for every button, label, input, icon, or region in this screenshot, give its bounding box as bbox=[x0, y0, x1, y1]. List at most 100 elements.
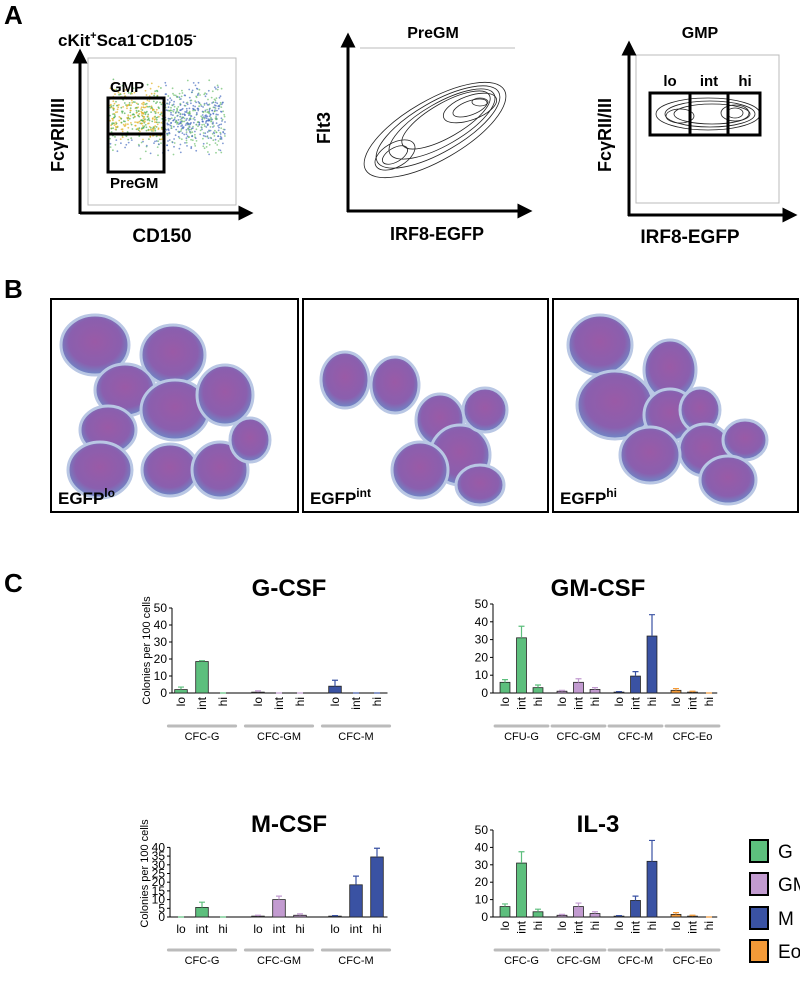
y-tick-label: 0 bbox=[160, 686, 167, 700]
group-label: CFC-Eo bbox=[673, 955, 713, 967]
event bbox=[130, 139, 133, 142]
event bbox=[140, 141, 143, 144]
event bbox=[144, 89, 147, 92]
event bbox=[159, 101, 162, 104]
chart-title: M-CSF bbox=[251, 811, 327, 838]
event bbox=[217, 129, 220, 132]
title-part: + bbox=[90, 30, 96, 42]
event bbox=[207, 137, 210, 140]
event bbox=[171, 109, 173, 112]
event bbox=[179, 112, 182, 115]
event bbox=[175, 120, 177, 122]
event bbox=[213, 104, 216, 106]
event bbox=[112, 118, 114, 120]
event bbox=[112, 149, 114, 152]
event bbox=[213, 125, 215, 127]
event bbox=[192, 82, 195, 84]
gate-label: int bbox=[700, 73, 718, 90]
event bbox=[218, 96, 221, 99]
event bbox=[109, 114, 111, 117]
event bbox=[135, 109, 138, 112]
event bbox=[140, 119, 143, 122]
error-bar bbox=[535, 908, 541, 912]
event bbox=[122, 87, 125, 90]
event bbox=[118, 89, 121, 92]
x-tick-label: int bbox=[350, 922, 363, 936]
x-tick-label: hi bbox=[218, 922, 227, 936]
event bbox=[215, 115, 218, 118]
event bbox=[149, 128, 152, 131]
event bbox=[170, 122, 172, 125]
x-tick-label: hi bbox=[293, 697, 307, 706]
event bbox=[216, 109, 218, 112]
y-tick-label: 10 bbox=[154, 669, 168, 683]
y-tick-label: 50 bbox=[154, 601, 168, 615]
event bbox=[204, 132, 207, 135]
event bbox=[209, 126, 212, 128]
contours bbox=[655, 97, 761, 131]
event bbox=[170, 111, 172, 114]
event bbox=[211, 90, 214, 93]
event bbox=[202, 137, 204, 140]
event bbox=[214, 142, 217, 145]
y-tick-label: 20 bbox=[152, 875, 166, 889]
event bbox=[111, 123, 113, 126]
x-label: CD150 bbox=[132, 226, 191, 247]
gate-label: hi bbox=[738, 73, 751, 90]
event bbox=[129, 92, 132, 95]
event bbox=[188, 131, 191, 133]
event bbox=[202, 142, 205, 145]
flow-plot: PreGM Flt3 IRF8-EGFP bbox=[314, 25, 533, 244]
event bbox=[167, 129, 170, 132]
event bbox=[180, 130, 182, 132]
legend-label: GM bbox=[778, 875, 800, 896]
event bbox=[185, 129, 188, 131]
event bbox=[140, 108, 143, 110]
bar bbox=[328, 915, 342, 918]
event bbox=[143, 106, 146, 109]
event bbox=[205, 117, 208, 120]
event bbox=[147, 118, 150, 121]
event bbox=[130, 123, 133, 126]
event bbox=[177, 125, 179, 128]
legend: G GM M Eo bbox=[749, 839, 800, 963]
bar bbox=[670, 913, 682, 918]
event bbox=[155, 126, 158, 128]
event bbox=[205, 122, 207, 124]
event bbox=[198, 88, 201, 91]
micrograph-label: EGFPlo bbox=[58, 486, 115, 508]
event bbox=[166, 99, 169, 101]
y-tick-label: 50 bbox=[475, 823, 489, 837]
error-bar bbox=[673, 912, 679, 915]
event bbox=[139, 157, 142, 160]
event bbox=[127, 138, 130, 141]
y-tick-label: 40 bbox=[154, 618, 168, 632]
event bbox=[148, 125, 151, 128]
event bbox=[206, 131, 209, 133]
event bbox=[214, 99, 217, 102]
event bbox=[153, 110, 156, 113]
event bbox=[188, 107, 191, 110]
y-tick-label: 50 bbox=[475, 597, 489, 611]
error-bar bbox=[559, 689, 565, 692]
event bbox=[113, 122, 115, 125]
legend-label: G bbox=[778, 842, 793, 863]
event bbox=[154, 112, 157, 115]
event bbox=[158, 115, 160, 118]
event bbox=[218, 123, 221, 126]
event bbox=[172, 119, 175, 122]
gate bbox=[648, 91, 762, 137]
event bbox=[217, 125, 220, 127]
event bbox=[217, 148, 220, 151]
legend-swatch bbox=[749, 872, 769, 896]
x-tick-label: hi bbox=[645, 921, 659, 930]
event bbox=[170, 99, 173, 102]
event bbox=[214, 138, 217, 141]
x-tick-label: lo bbox=[555, 697, 569, 707]
x-tick-label: lo bbox=[176, 922, 186, 936]
error-bar bbox=[592, 911, 598, 914]
event bbox=[109, 104, 111, 107]
event bbox=[157, 143, 160, 146]
event bbox=[145, 126, 148, 129]
event bbox=[188, 88, 191, 91]
